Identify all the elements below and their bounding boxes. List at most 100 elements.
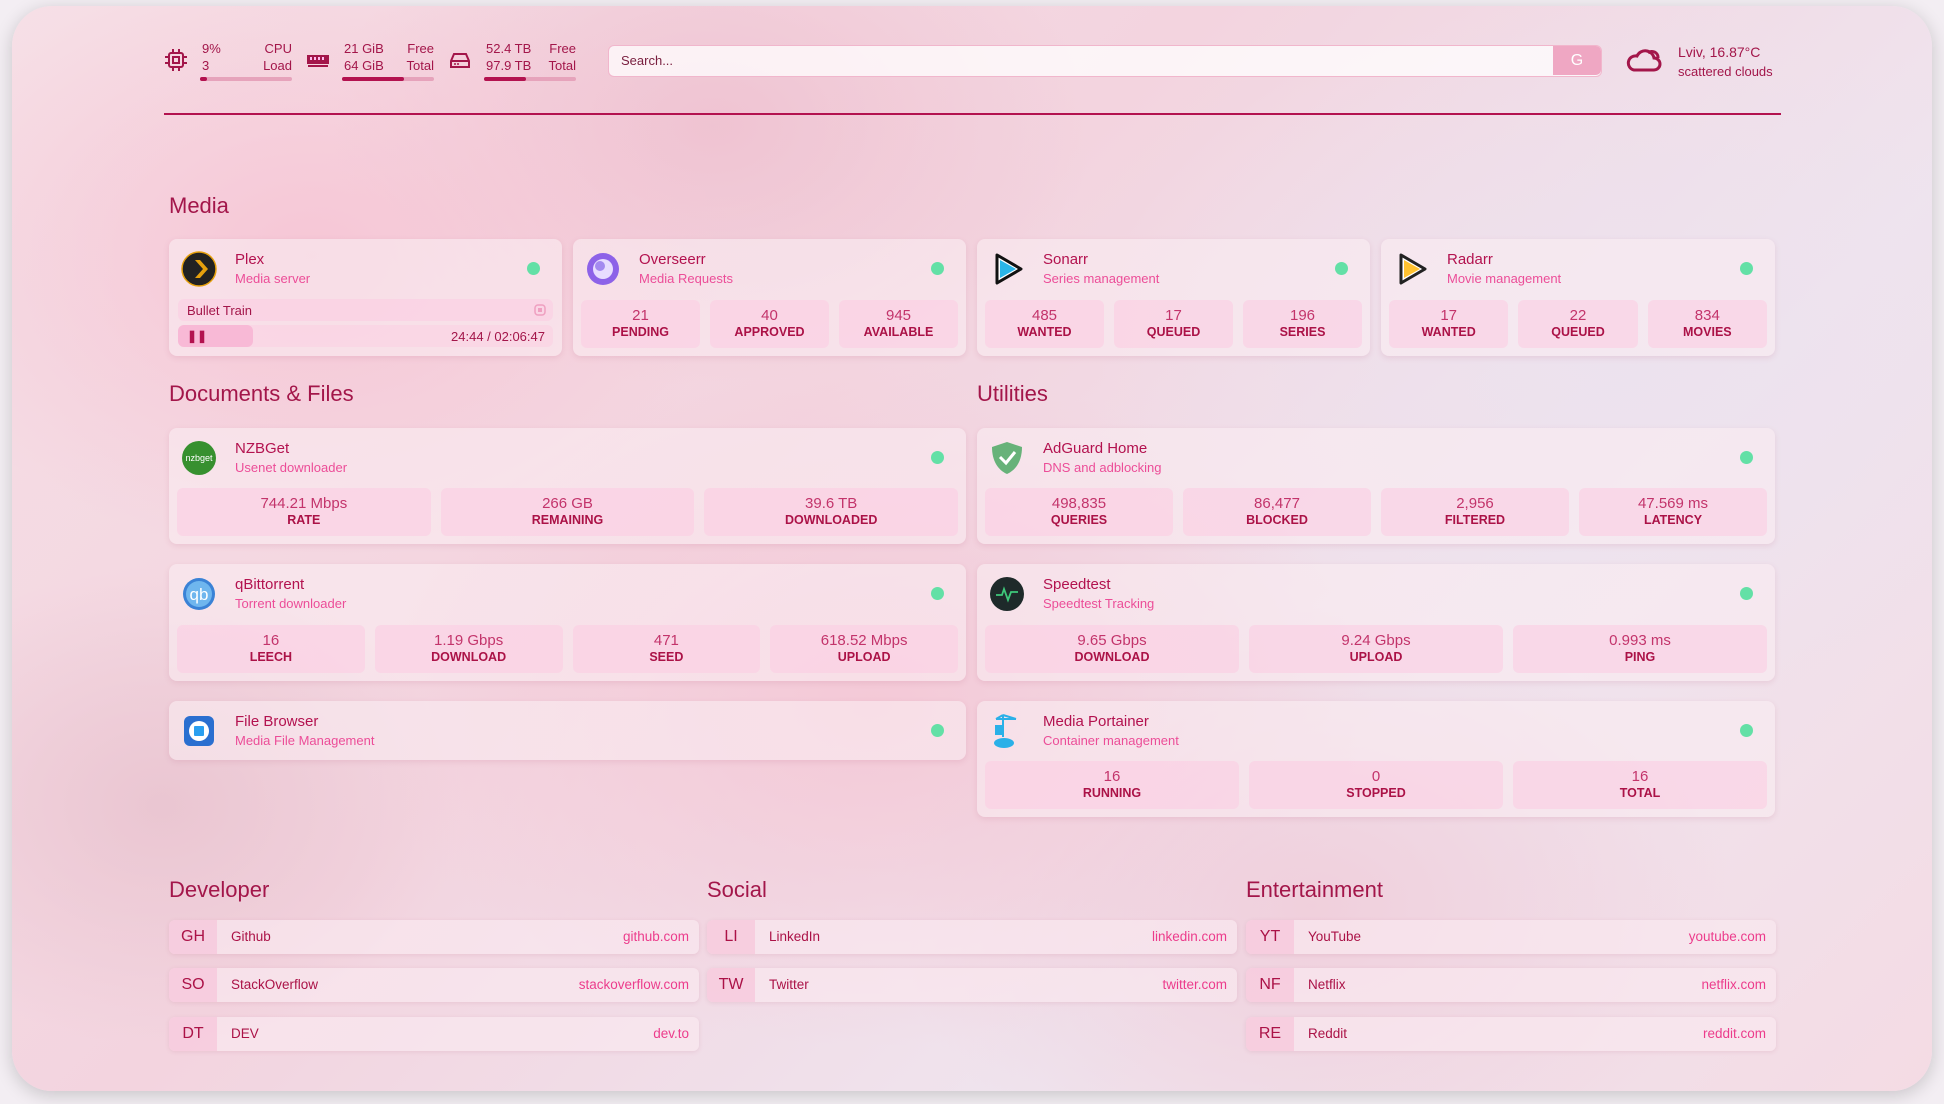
playback-progress [178, 325, 253, 347]
stat-value: 744.21 Mbps [260, 495, 348, 512]
bookmark-youtube[interactable]: YT YouTube youtube.com [1246, 920, 1776, 954]
radarr-card[interactable]: Radarr Movie management 17 WANTED 22 QUEUED… [1381, 239, 1775, 356]
portainer-desc: Container management [1043, 733, 1179, 748]
stat-value: 17 [1165, 307, 1182, 324]
plex-desc: Media server [235, 271, 311, 286]
stat-stopped: 0 STOPPED [1249, 761, 1503, 809]
bookmark-url: youtube.com [1688, 929, 1766, 944]
portainer-stats: 16 RUNNING 0 STOPPED 16 TOTAL [985, 761, 1767, 809]
stat-value: 0.993 ms [1609, 632, 1671, 649]
stat-value: 471 [653, 632, 679, 649]
dashboard [12, 6, 1932, 1091]
stat-label: RUNNING [1082, 786, 1142, 800]
pause-icon[interactable]: ❚❚ [187, 329, 208, 343]
sonarr-icon [995, 253, 1023, 285]
speedtest-icon [990, 577, 1024, 611]
stat-label: RATE [287, 513, 321, 527]
search-google-button[interactable]: G [1553, 46, 1601, 75]
section-media: Media [169, 193, 229, 218]
stat-wanted: 485 WANTED [985, 300, 1104, 348]
status-dot [527, 262, 540, 275]
bookmark-url: github.com [622, 929, 689, 944]
bookmark-name: YouTube [1308, 929, 1362, 944]
bookmark-abbr: LI [707, 920, 755, 954]
stat-label: LEECH [249, 650, 293, 664]
bookmark-abbr: RE [1246, 1017, 1294, 1051]
stat-value: 16 [1103, 768, 1121, 785]
disk-free: 52.4 TB [486, 41, 532, 56]
stat-rate: 744.21 Mbps RATE [177, 488, 431, 536]
stat-value: 498,835 [1051, 495, 1107, 512]
speedtest-name: Speedtest [1043, 576, 1111, 593]
radarr-desc: Movie management [1447, 271, 1562, 286]
cloud-icon [1626, 49, 1662, 72]
stat-label: DOWNLOADED [785, 513, 878, 527]
stat-latency: 47.569 ms LATENCY [1579, 488, 1767, 536]
bookmark-twitter[interactable]: TW Twitter twitter.com [707, 968, 1237, 1002]
stat-blocked: 86,477 BLOCKED [1183, 488, 1371, 536]
portainer-card[interactable]: Media Portainer Container management 16 R… [977, 701, 1775, 817]
filebrowser-card[interactable]: File Browser Media File Management [169, 701, 966, 760]
bookmark-netflix[interactable]: NF Netflix netflix.com [1246, 968, 1776, 1002]
now-playing-title: Bullet Train [187, 303, 253, 318]
status-dot [931, 451, 944, 464]
stat-value: 1.19 Gbps [434, 632, 504, 649]
bookmark-url: twitter.com [1162, 977, 1227, 992]
bookmark-stackoverflow[interactable]: SO StackOverflow stackoverflow.com [169, 968, 699, 1002]
stat-seed: 471 SEED [572, 625, 761, 673]
stat-label: QUEUED [1146, 325, 1201, 339]
filebrowser-desc: Media File Management [235, 733, 375, 748]
stat-value: 21 [632, 307, 649, 324]
stream-icon[interactable] [533, 303, 547, 317]
bookmark-name: LinkedIn [769, 929, 821, 944]
plex-icon [181, 251, 217, 287]
sonarr-card[interactable]: Sonarr Series management 485 WANTED 17 QUEU… [977, 239, 1370, 356]
status-dot [931, 724, 944, 737]
stat-remaining: 266 GB REMAINING [440, 488, 695, 536]
weather-location: Lviv, 16.87°C [1678, 44, 1761, 60]
stat-label: UPLOAD [1349, 650, 1403, 664]
stat-download: 9.65 Gbps DOWNLOAD [985, 625, 1239, 673]
playback-time: 24:44 / 02:06:47 [451, 329, 545, 344]
cpu-icon [165, 49, 187, 71]
nzbget-card[interactable]: nzbget NZBGet Usenet downloader 744.21 M… [169, 428, 966, 544]
portainer-icon [994, 714, 1017, 748]
bookmark-github[interactable]: GH Github github.com [169, 920, 699, 954]
overseerr-card[interactable]: Overseerr Media Requests 21 PENDING 40 APPR… [573, 239, 966, 356]
stat-ping: 0.993 ms PING [1513, 625, 1767, 673]
stat-value: 485 [1031, 307, 1058, 324]
plex-card[interactable]: Plex Media server Bullet Train ❚❚ 24:44 … [169, 239, 562, 356]
disk-total: 97.9 TB [486, 58, 532, 73]
stat-value: 196 [1289, 307, 1316, 324]
bookmark-url: dev.to [653, 1026, 689, 1041]
section-documents: Documents & Files [169, 381, 354, 406]
stat-value: 9.65 Gbps [1077, 632, 1147, 649]
status-dot [1740, 724, 1753, 737]
search-input[interactable] [621, 46, 1551, 75]
disk-bar-fill [484, 77, 527, 81]
radarr-name: Radarr [1447, 251, 1493, 268]
memory-bar-fill [342, 77, 404, 81]
header-divider [164, 113, 1781, 115]
section-social: Social [707, 877, 767, 902]
cpu-bar-fill [200, 77, 208, 81]
bookmark-abbr: NF [1246, 968, 1294, 1002]
section-developer: Developer [169, 877, 270, 902]
bookmark-abbr: DT [169, 1017, 217, 1051]
speedtest-card[interactable]: Speedtest Speedtest Tracking 9.65 Gbps DO… [977, 564, 1775, 681]
sonarr-desc: Series management [1043, 271, 1160, 286]
cpu-load-label: Load [263, 58, 292, 73]
bookmark-linkedin[interactable]: LI LinkedIn linkedin.com [707, 920, 1237, 954]
stat-total: 16 TOTAL [1513, 761, 1767, 809]
sonarr-stats: 485 WANTED 17 QUEUED 196 SERIES [985, 300, 1362, 348]
bookmark-reddit[interactable]: RE Reddit reddit.com [1246, 1017, 1776, 1051]
bookmark-dev[interactable]: DT DEV dev.to [169, 1017, 699, 1051]
stat-label: PENDING [612, 325, 669, 339]
status-dot [931, 587, 944, 600]
svg-text:nzbget: nzbget [185, 453, 213, 463]
stat-leech: 16 LEECH [177, 625, 365, 673]
section-utilities: Utilities [977, 381, 1048, 406]
overseerr-name: Overseerr [639, 251, 706, 268]
adguard-card[interactable]: AdGuard Home DNS and adblocking 498,835 Q… [977, 428, 1775, 544]
qbittorrent-card[interactable]: qb qBittorrent Torrent downloader 16 LEEC… [169, 564, 966, 681]
